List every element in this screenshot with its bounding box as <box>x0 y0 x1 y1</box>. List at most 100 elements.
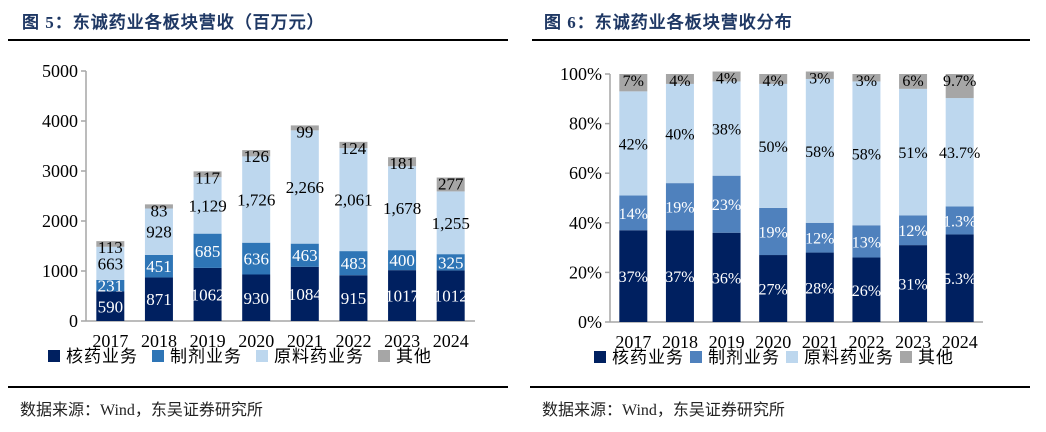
figure-5-source: 数据来源：Wind，东吴证券研究所 <box>20 402 263 419</box>
bar-segment-other <box>96 241 125 247</box>
data-label-formulation: 231 <box>98 277 124 296</box>
data-label-formulation: 325 <box>438 253 464 272</box>
bar-segment-formulation <box>339 251 368 276</box>
bar-segment-formulation <box>759 207 788 256</box>
data-label-nuclear: 36% <box>712 270 741 287</box>
figure-5-panel: 图 5：东诚药业各板块营收（百万元） 0 1000 2000 3000 4000 5000… <box>0 0 520 432</box>
bar-segment-nuclear <box>852 257 881 322</box>
data-label-other: 4% <box>763 73 784 90</box>
legend-label-api: 原料药业务 <box>804 348 894 367</box>
data-label-api: 38% <box>712 122 741 139</box>
bar-segment-other <box>945 74 974 99</box>
legend-label-nuclear: 核药业务 <box>66 347 138 366</box>
bar-segment-nuclear <box>193 267 222 321</box>
data-label-api: 1,726 <box>237 191 275 210</box>
data-label-formulation: 12% <box>805 231 834 248</box>
data-label-formulation: 483 <box>341 254 367 273</box>
figure-5-bottom-rule <box>8 386 508 388</box>
data-label-other: 4% <box>716 71 737 88</box>
legend-swatch-formulation <box>152 350 164 362</box>
data-label-formulation: 23% <box>712 197 741 214</box>
x-tick-label: 2020 <box>755 332 791 352</box>
data-label-nuclear: 37% <box>665 269 694 286</box>
bar-segment-other <box>436 177 465 192</box>
data-label-nuclear: 37% <box>619 269 648 286</box>
data-label-formulation: 12% <box>898 223 927 240</box>
legend-label-nuclear: 核药业务 <box>612 348 684 367</box>
data-label-api: 40% <box>665 127 694 144</box>
data-label-other: 7% <box>623 73 644 90</box>
data-label-api: 58% <box>852 146 881 163</box>
bar-segment-nuclear <box>899 245 928 322</box>
bar-segment-formulation <box>805 222 834 253</box>
bar-segment-formulation <box>144 254 173 278</box>
data-label-other: 9.7% <box>943 73 976 90</box>
bar-segment-nuclear <box>712 232 741 322</box>
data-label-formulation: 14% <box>619 206 648 223</box>
data-label-api: 1,678 <box>383 199 421 218</box>
legend-label-api: 原料药业务 <box>274 347 364 366</box>
data-label-other: 83 <box>150 201 167 220</box>
bar-segment-nuclear <box>96 291 125 321</box>
data-label-nuclear: 1017 <box>385 287 420 306</box>
bar-segment-nuclear <box>144 277 173 321</box>
data-label-other: 126 <box>243 147 269 166</box>
y-tick-label: 100% <box>560 64 602 84</box>
bar-segment-nuclear <box>759 255 788 322</box>
legend-swatch-nuclear <box>594 351 606 363</box>
y-tick-label: 2000 <box>42 211 78 231</box>
legend-swatch-api <box>786 351 798 363</box>
bar-segment-formulation <box>665 183 694 231</box>
data-label-other: 117 <box>195 168 220 187</box>
figure-6-source: 数据来源：Wind，东吴证券研究所 <box>542 402 785 419</box>
legend-label-formulation: 制剂业务 <box>170 347 242 366</box>
bar-segment-formulation <box>290 243 319 267</box>
data-label-other: 181 <box>389 154 415 173</box>
bar-segment-api <box>619 91 648 196</box>
y-tick-label: 3000 <box>42 161 78 181</box>
data-label-nuclear: 871 <box>146 290 172 309</box>
data-label-api: 43.7% <box>939 145 980 162</box>
bar-segment-api <box>388 166 417 251</box>
data-label-formulation: 13% <box>852 234 881 251</box>
x-tick-label: 2018 <box>662 332 698 352</box>
data-label-formulation: 19% <box>665 200 694 217</box>
x-tick-label: 2017 <box>92 331 128 351</box>
bar-segment-api <box>96 246 125 280</box>
data-label-api: 50% <box>759 139 788 156</box>
y-tick-label: 20% <box>569 262 602 282</box>
data-label-api: 1,129 <box>188 196 226 215</box>
bar-segment-other <box>388 157 417 167</box>
bar-segment-formulation <box>852 225 881 258</box>
bar-segment-other <box>144 204 173 209</box>
bar-segment-formulation <box>242 242 271 275</box>
y-tick-label: 4000 <box>42 111 78 131</box>
figure-6-panel: 图 6：东诚药业各板块营收分布 0% 20% 40% 60% 80% 100% 37% 14%… <box>530 0 1046 432</box>
x-tick-label: 2019 <box>190 331 226 351</box>
legend-swatch-other <box>378 350 390 362</box>
x-tick-label: 2017 <box>615 332 651 352</box>
y-tick-label: 1000 <box>42 261 78 281</box>
data-label-formulation: 636 <box>243 250 269 269</box>
data-label-other: 3% <box>856 73 877 90</box>
bar-segment-api <box>144 208 173 255</box>
data-label-other: 4% <box>669 73 690 90</box>
figure-5-top-rule <box>8 39 508 41</box>
bar-segment-api <box>665 83 694 184</box>
data-label-api: 58% <box>805 144 834 161</box>
bar-segment-api <box>852 81 881 226</box>
data-label-api: 2,266 <box>286 178 324 197</box>
bar-segment-formulation <box>712 175 741 233</box>
bar-segment-nuclear <box>805 252 834 322</box>
figure-5-title: 图 5：东诚药业各板块营收（百万元） <box>22 13 325 32</box>
x-tick-label: 2022 <box>848 332 884 352</box>
data-label-formulation: 685 <box>195 242 221 261</box>
bar-segment-formulation <box>388 250 417 271</box>
data-label-nuclear: 1084 <box>288 285 323 304</box>
data-label-formulation: 19% <box>759 224 788 241</box>
data-label-nuclear: 915 <box>341 289 367 308</box>
bar-segment-formulation <box>193 233 222 268</box>
x-tick-label: 2023 <box>384 331 420 351</box>
bar-segment-other <box>242 150 271 157</box>
data-label-formulation: 1.3% <box>943 213 976 230</box>
